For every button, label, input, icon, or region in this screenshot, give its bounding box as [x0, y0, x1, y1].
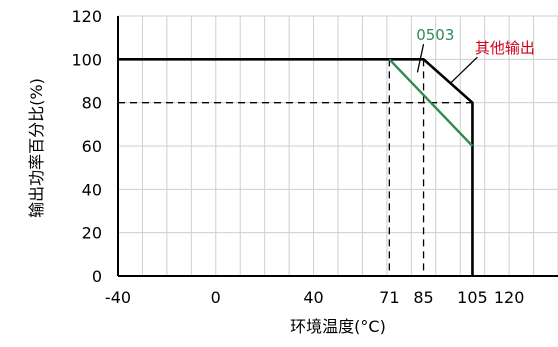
x-tick-label: 71: [379, 288, 399, 307]
x-tick-label: 105: [457, 288, 488, 307]
y-tick-labels: 0 20 40 60 80 100 120: [71, 7, 102, 286]
annotation-leader: [449, 56, 478, 84]
x-axis-title: 环境温度(°C): [290, 317, 386, 336]
x-tick-labels: -40 0 40 71 85 105 120: [105, 288, 524, 307]
series-line: [388, 58, 474, 147]
series-line: [118, 58, 474, 276]
series-lines: [118, 58, 474, 276]
annotation-leader: [416, 44, 425, 73]
y-tick-label: 20: [82, 224, 102, 243]
y-tick-label: 100: [71, 50, 102, 69]
y-axis-title: 输出功率百分比(%): [27, 78, 46, 218]
annotation-label: 其他输出: [475, 39, 535, 57]
x-tick-label: 40: [303, 288, 323, 307]
axes: [117, 16, 558, 277]
y-tick-label: 80: [82, 94, 102, 113]
y-tick-label: 120: [71, 7, 102, 26]
x-tick-label: 120: [494, 288, 525, 307]
y-tick-label: 40: [82, 180, 102, 199]
x-tick-label: 85: [413, 288, 433, 307]
annotation-label: 0503: [416, 26, 454, 44]
y-tick-label: 0: [92, 267, 102, 286]
y-tick-label: 60: [82, 137, 102, 156]
x-tick-label: -40: [105, 288, 131, 307]
x-tick-label: 0: [211, 288, 221, 307]
annotations: 0503 其他输出: [416, 26, 535, 84]
